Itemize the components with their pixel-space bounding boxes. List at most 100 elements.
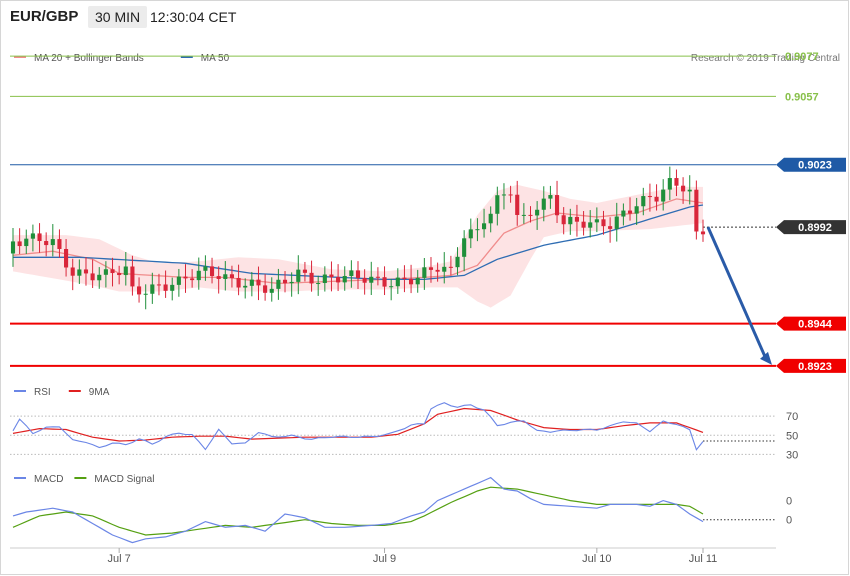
candle-body: [249, 279, 254, 286]
candle-body: [561, 215, 566, 225]
candle-body: [103, 269, 108, 275]
candle-body: [435, 269, 440, 272]
candle-body: [475, 229, 480, 231]
candle-body: [521, 214, 526, 216]
macd-legend-label: MACD Signal: [94, 474, 154, 485]
candle-body: [488, 213, 493, 224]
candle-body: [654, 196, 659, 202]
candle-body: [309, 272, 314, 284]
candle-body: [97, 274, 102, 281]
candle-body: [608, 226, 613, 229]
candle-body: [395, 277, 400, 287]
candle-body: [548, 195, 553, 199]
candle-body: [601, 219, 606, 227]
symbol-label: EUR/GBP: [10, 8, 79, 25]
projection-arrow-head: [760, 351, 772, 365]
candle-body: [614, 216, 619, 229]
candle-body: [661, 189, 666, 202]
credit-label: Research © 2019 Trading Central: [691, 53, 840, 64]
candle-body: [369, 276, 374, 283]
timestamp-label: 12:30:04 CET: [150, 9, 237, 25]
level-label-3-box: [776, 220, 846, 235]
candle-body: [176, 276, 181, 285]
candle-body: [535, 209, 540, 216]
candle-body: [415, 277, 420, 285]
rsi-legend-label: RSI: [34, 387, 51, 398]
projection-arrow-shaft: [706, 226, 768, 360]
candle-body: [428, 267, 434, 270]
candle-body: [375, 276, 380, 278]
macd-legend-label: MACD: [34, 474, 63, 485]
candle-body: [302, 269, 307, 273]
rsi-line: [12, 402, 704, 451]
candle-body: [442, 266, 447, 272]
candle-body: [528, 214, 533, 216]
candle-body: [183, 276, 188, 279]
candle-body: [508, 194, 513, 196]
candle-body: [10, 241, 16, 254]
rsi-ma-line: [12, 407, 704, 442]
candle-body: [17, 241, 22, 247]
candle-body: [422, 267, 427, 278]
candle-body: [156, 284, 162, 286]
level-label-3: 0.8992: [798, 222, 832, 234]
candle-body: [70, 267, 75, 276]
candle-body: [495, 195, 500, 214]
candle-body: [634, 206, 639, 214]
candle-body: [694, 189, 699, 232]
candle-body: [64, 248, 69, 268]
candle-body: [382, 277, 387, 287]
candle-body: [349, 270, 354, 277]
candle-body: [196, 270, 201, 281]
candle-body: [409, 278, 414, 285]
candle-body: [190, 278, 195, 281]
candle-body: [256, 279, 261, 286]
candle-body: [282, 279, 288, 284]
candle-body: [621, 210, 626, 217]
candle-body: [541, 198, 546, 210]
candle-body: [223, 274, 228, 279]
candle-body: [687, 189, 692, 192]
candle-body: [243, 285, 248, 288]
rsi-tick-label: 30: [786, 449, 798, 461]
rsi-tick-label: 50: [786, 430, 798, 442]
candle-body: [681, 185, 686, 192]
candle-body: [276, 279, 281, 289]
candle-body: [163, 284, 168, 291]
candle-body: [77, 269, 82, 276]
candle-body: [554, 195, 560, 216]
candle-body: [355, 270, 361, 278]
time-tick-label: Jul 10: [582, 553, 611, 565]
candle-body: [216, 276, 221, 279]
level-label-4-box: [776, 316, 846, 331]
candle-body: [170, 284, 175, 291]
candle-body: [462, 238, 467, 257]
interval-badge[interactable]: 30 MIN: [88, 6, 148, 28]
candle-body: [468, 229, 473, 239]
candle-body: [674, 178, 679, 186]
time-tick-label: Jul 7: [108, 553, 131, 565]
candle-body: [336, 277, 341, 283]
candle-body: [269, 288, 274, 293]
price-legend-label: MA 20 + Bollinger Bands: [34, 53, 144, 64]
candle-body: [402, 277, 407, 279]
candle-body: [110, 269, 115, 274]
candle-body: [37, 233, 42, 242]
candle-body: [83, 269, 89, 274]
candle-body: [229, 274, 234, 278]
candle-body: [568, 216, 573, 225]
candle-body: [588, 222, 593, 228]
candle-body: [362, 277, 367, 283]
candle-body: [263, 285, 268, 293]
macd-panel: MACD MACD Signal 0 0: [12, 474, 792, 544]
candle-body: [24, 238, 29, 247]
candle-body: [90, 273, 95, 281]
macd-tick-label: 0: [786, 515, 792, 527]
rsi-tick-label: 70: [786, 411, 798, 423]
candle-body: [123, 266, 128, 276]
candle-body: [203, 266, 208, 271]
candle-body: [647, 196, 652, 198]
candle-body: [30, 233, 35, 239]
